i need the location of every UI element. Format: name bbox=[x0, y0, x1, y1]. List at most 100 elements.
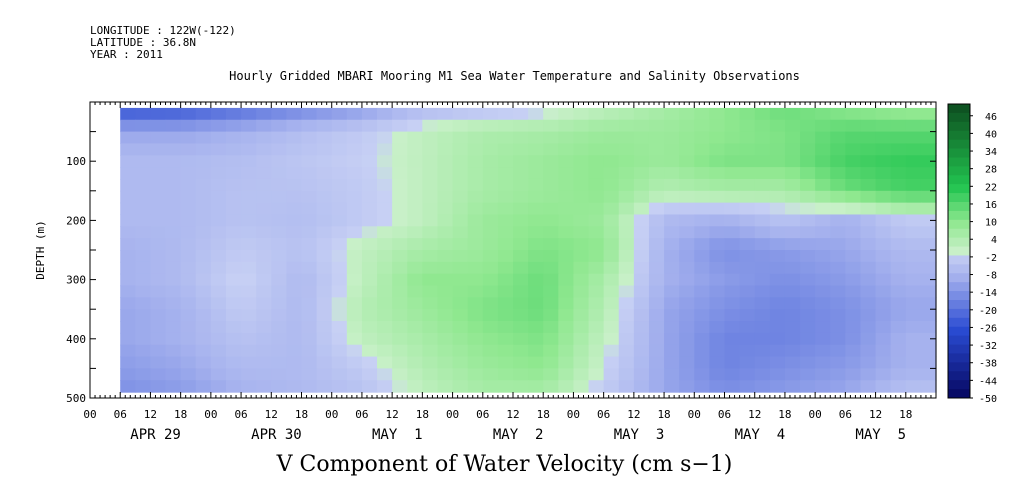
heatmap-cell bbox=[860, 332, 877, 346]
heatmap-cell bbox=[271, 285, 287, 298]
heatmap-cell bbox=[920, 321, 937, 334]
colorbar-swatch bbox=[948, 308, 970, 319]
heatmap-cell bbox=[784, 190, 801, 204]
heatmap-cell bbox=[316, 250, 333, 263]
heatmap-cell bbox=[694, 380, 710, 393]
heatmap-cell bbox=[784, 297, 801, 310]
heatmap-cell bbox=[513, 344, 529, 358]
heatmap-cell bbox=[573, 143, 590, 156]
heatmap-cell bbox=[754, 309, 771, 322]
heatmap-cell bbox=[482, 107, 499, 121]
heatmap-cell bbox=[316, 226, 333, 239]
heatmap-cell bbox=[301, 368, 318, 381]
heatmap-cell bbox=[648, 214, 665, 227]
heatmap-cell bbox=[165, 167, 182, 180]
heatmap-cell bbox=[784, 131, 801, 145]
heatmap-cell bbox=[739, 261, 756, 275]
heatmap-cell bbox=[800, 356, 816, 369]
heatmap-cell bbox=[241, 309, 257, 322]
heatmap-cell bbox=[437, 273, 454, 287]
heatmap-cell bbox=[361, 178, 378, 192]
colorbar-swatch bbox=[948, 317, 970, 328]
heatmap-cell bbox=[905, 368, 922, 381]
heatmap-cell bbox=[210, 167, 227, 180]
heatmap-cell bbox=[664, 214, 680, 227]
heatmap-cell bbox=[543, 190, 559, 204]
heatmap-cell bbox=[286, 167, 303, 180]
heatmap-cell bbox=[467, 250, 484, 263]
heatmap-cell bbox=[618, 344, 635, 358]
heatmap-cell bbox=[739, 226, 756, 239]
heatmap-cell bbox=[392, 238, 408, 251]
heatmap-cell bbox=[361, 214, 378, 227]
heatmap-cell bbox=[422, 155, 439, 168]
heatmap-cell bbox=[920, 214, 937, 227]
heatmap-cell bbox=[830, 368, 846, 381]
heatmap-cell bbox=[724, 143, 741, 156]
colorbar-swatch bbox=[948, 121, 970, 132]
heatmap-cell bbox=[377, 344, 393, 358]
heatmap-cell bbox=[241, 238, 257, 251]
heatmap-cell bbox=[603, 380, 620, 393]
heatmap-cell bbox=[497, 285, 514, 298]
heatmap-cell bbox=[754, 261, 771, 275]
heatmap-cell bbox=[377, 368, 393, 381]
heatmap-cell bbox=[679, 226, 695, 239]
heatmap-cell bbox=[467, 356, 484, 369]
heatmap-cell bbox=[195, 356, 212, 369]
heatmap-cell bbox=[709, 167, 726, 180]
heatmap-cell bbox=[573, 380, 590, 393]
heatmap-cell bbox=[256, 285, 272, 298]
colorbar-swatch bbox=[948, 202, 970, 212]
heatmap-cell bbox=[603, 226, 620, 239]
heatmap-cell bbox=[241, 214, 257, 227]
heatmap-cell bbox=[860, 202, 877, 216]
heatmap-cell bbox=[920, 190, 937, 204]
heatmap-cell bbox=[890, 321, 907, 334]
colorbar-label: -2 bbox=[985, 253, 997, 264]
heatmap-cell bbox=[407, 178, 423, 192]
heatmap-cell bbox=[210, 344, 227, 358]
x-hour-tick-label: 06 bbox=[114, 408, 127, 421]
heatmap-cell bbox=[392, 190, 408, 204]
heatmap-cell bbox=[407, 321, 423, 334]
heatmap-cell bbox=[664, 119, 680, 133]
heatmap-cell bbox=[754, 321, 771, 334]
heatmap-cell bbox=[497, 380, 514, 393]
heatmap-cell bbox=[150, 178, 167, 192]
heatmap-cell bbox=[331, 238, 348, 251]
heatmap-cell bbox=[407, 190, 423, 204]
heatmap-cell bbox=[135, 178, 152, 192]
heatmap-cell bbox=[195, 178, 212, 192]
heatmap-cell bbox=[286, 380, 303, 393]
heatmap-cell bbox=[210, 131, 227, 145]
heatmap-cell bbox=[286, 273, 303, 287]
heatmap-cell bbox=[618, 297, 635, 310]
heatmap-cell bbox=[331, 368, 348, 381]
heatmap-cell bbox=[256, 214, 272, 227]
heatmap-cell bbox=[241, 273, 257, 287]
heatmap-cell bbox=[271, 297, 287, 310]
heatmap-cell bbox=[316, 167, 333, 180]
heatmap-cell bbox=[256, 332, 272, 346]
heatmap-cell bbox=[754, 131, 771, 145]
heatmap-cell bbox=[905, 155, 922, 168]
heatmap-cell bbox=[618, 155, 635, 168]
heatmap-cell bbox=[165, 297, 182, 310]
heatmap-cell bbox=[920, 285, 937, 298]
heatmap-cell bbox=[890, 250, 907, 263]
heatmap-cell bbox=[800, 238, 816, 251]
heatmap-cell bbox=[422, 178, 439, 192]
heatmap-cell bbox=[452, 309, 469, 322]
heatmap-cell bbox=[286, 107, 303, 121]
heatmap-cell bbox=[543, 309, 559, 322]
heatmap-cell bbox=[120, 214, 136, 227]
colorbar-label: 16 bbox=[985, 200, 997, 211]
heatmap-cell bbox=[618, 167, 635, 180]
heatmap-cell bbox=[543, 119, 559, 133]
heatmap-cell bbox=[241, 190, 257, 204]
heatmap-cell bbox=[860, 178, 877, 192]
heatmap-cell bbox=[422, 143, 439, 156]
heatmap-cell bbox=[558, 297, 575, 310]
heatmap-cell bbox=[195, 321, 212, 334]
